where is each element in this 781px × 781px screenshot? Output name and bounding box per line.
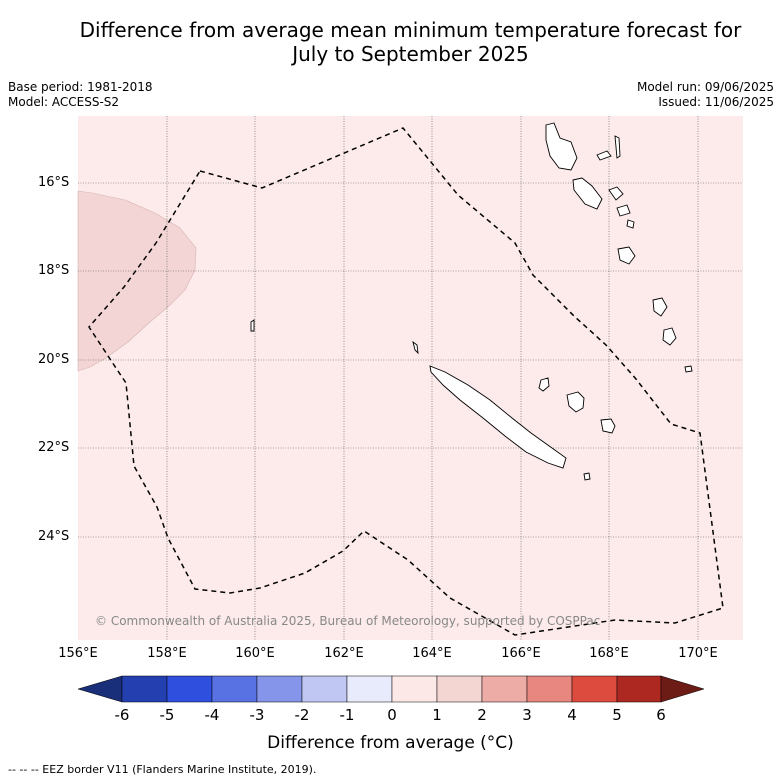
colorbar-tick-label: -1 <box>339 706 355 724</box>
colorbar-tick-label: 5 <box>612 706 622 724</box>
colorbar-bin <box>481 675 528 703</box>
colorbar-bin <box>211 675 258 703</box>
colorbar-tick-label: -5 <box>159 706 175 724</box>
colorbar-title: Difference from average (°C) <box>267 733 514 753</box>
anomaly-region-1-to-2 <box>77 190 197 372</box>
lon-label: 156°E <box>58 646 98 661</box>
lon-label: 164°E <box>412 646 452 661</box>
issued-date: Issued: 11/06/2025 <box>658 95 774 109</box>
colorbar-tick-label: -6 <box>114 706 130 724</box>
island-maewo <box>614 135 621 159</box>
island-mare <box>600 418 616 434</box>
lat-label: 20°S <box>38 352 70 367</box>
island-espiritu-santo <box>545 122 578 171</box>
lon-label: 170°E <box>678 646 718 661</box>
lon-label: 160°E <box>235 646 275 661</box>
colorbar-tick-label: -2 <box>294 706 310 724</box>
colorbar-tick-label: 0 <box>387 706 397 724</box>
title-line-1: Difference from average mean minimum tem… <box>79 18 742 42</box>
island-grande-terre <box>429 365 567 469</box>
island-pentecost <box>608 186 624 201</box>
colorbar-bin <box>301 675 348 703</box>
title-line-2: July to September 2025 <box>292 42 529 66</box>
island-epi <box>626 219 635 229</box>
coastlines <box>250 122 693 481</box>
lat-label: 24°S <box>38 529 70 544</box>
copyright-notice: © Commonwealth of Australia 2025, Bureau… <box>95 614 601 628</box>
base-period: Base period: 1981-2018 <box>8 80 153 94</box>
meta-right: Model run: 09/06/2025 Issued: 11/06/2025 <box>637 80 774 110</box>
island-efate <box>617 246 636 265</box>
lat-label: 22°S <box>38 440 70 455</box>
lat-label: 16°S <box>38 175 70 190</box>
island-malekula <box>572 177 603 210</box>
colorbar <box>77 675 705 703</box>
colorbar-tick-label: 4 <box>567 706 577 724</box>
colorbar-tick-label: -4 <box>204 706 220 724</box>
colorbar-bin <box>571 675 618 703</box>
island-chesterfield <box>250 319 255 332</box>
footer-note: -- -- -- EEZ border V11 (Flanders Marine… <box>8 763 317 776</box>
lon-label: 162°E <box>324 646 364 661</box>
colorbar-tick-label: 1 <box>432 706 442 724</box>
colorbar-bin <box>346 675 393 703</box>
island-aneityum <box>684 365 693 373</box>
lon-label: 166°E <box>501 646 541 661</box>
colorbar-bin <box>121 675 168 703</box>
meta-left: Base period: 1981-2018 Model: ACCESS-S2 <box>8 80 153 110</box>
colorbar-tick-label: 3 <box>522 706 532 724</box>
lon-label: 158°E <box>147 646 187 661</box>
page-title: Difference from average mean minimum tem… <box>20 18 781 66</box>
colorbar-bin <box>256 675 303 703</box>
island-isle-of-pines <box>583 472 591 481</box>
colorbar-tick-label: -3 <box>249 706 265 724</box>
island-erromango <box>652 297 668 317</box>
colorbar-extend-low <box>77 675 123 703</box>
lat-label: 18°S <box>38 263 70 278</box>
eez-border <box>88 127 724 636</box>
colorbar-extend-high <box>660 675 705 703</box>
colorbar-tick-label: 2 <box>477 706 487 724</box>
island-ambrym <box>616 204 631 217</box>
colorbar-bin <box>391 675 438 703</box>
island-ouvea <box>538 377 550 392</box>
colorbar-bin <box>436 675 483 703</box>
island-belep <box>412 340 419 355</box>
lon-label: 168°E <box>589 646 629 661</box>
colorbar-bin <box>616 675 662 703</box>
colorbar-bin <box>166 675 213 703</box>
island-lifou <box>566 391 585 413</box>
colorbar-tick-label: 6 <box>656 706 666 724</box>
island-tanna <box>662 327 677 346</box>
map-background <box>78 116 743 640</box>
model-run: Model run: 09/06/2025 <box>636 80 774 94</box>
model-name: Model: ACCESS-S2 <box>8 95 120 109</box>
island-ambae <box>596 150 612 161</box>
colorbar-bin <box>526 675 573 703</box>
gridlines <box>78 116 743 640</box>
